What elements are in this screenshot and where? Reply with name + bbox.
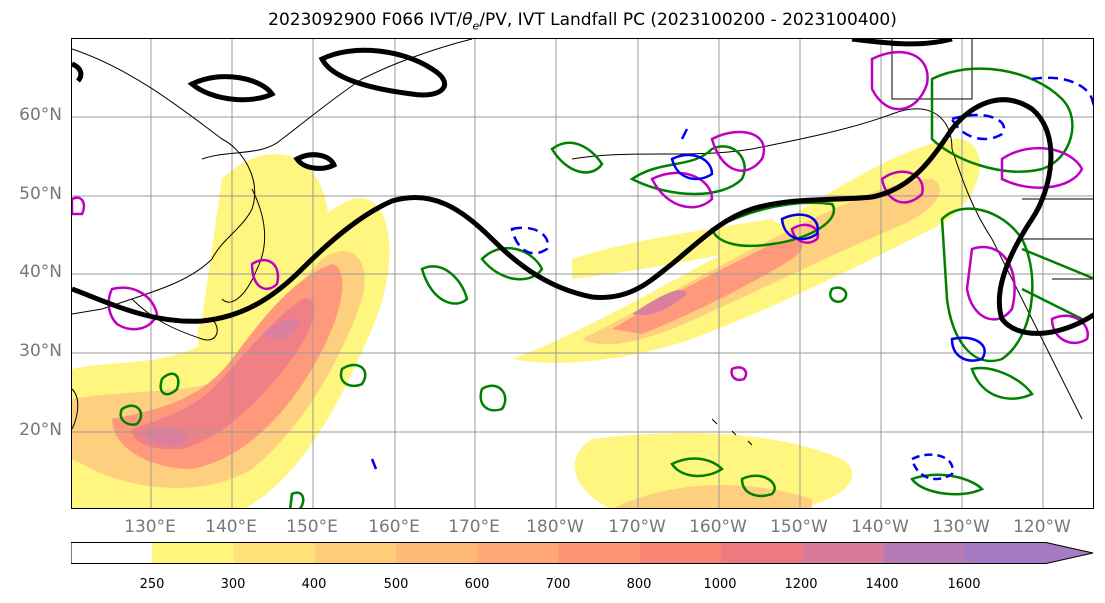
colorbar-segment — [721, 542, 803, 564]
lat-label: 20°N — [19, 420, 62, 440]
lon-label: 130°E — [124, 517, 176, 537]
colorbar-segment — [152, 542, 234, 564]
ivt-shading — [72, 138, 980, 508]
colorbar-tick-label: 400 — [301, 577, 327, 592]
colorbar-segment — [802, 542, 884, 564]
colorbar-segment — [639, 542, 722, 564]
colorbar-segment — [314, 542, 397, 564]
colorbar-segment — [558, 542, 641, 564]
colorbar-segment — [477, 542, 559, 564]
theta-e-blue-contours — [370, 76, 1093, 481]
jet-contour — [72, 39, 1093, 336]
colorbar-tick-label: 600 — [464, 577, 490, 592]
lon-label: 140°W — [851, 517, 909, 537]
lon-label: 170°W — [608, 517, 666, 537]
colorbar-segment — [964, 542, 1093, 564]
map-title: 2023092900 F066 IVT/θe/PV, IVT Landfall … — [268, 10, 897, 33]
lon-label: 150°W — [770, 517, 828, 537]
colorbar-tick-label: 1400 — [865, 577, 899, 592]
map-canvas — [72, 39, 1093, 508]
graticule — [72, 39, 1093, 508]
colorbar-segments — [71, 542, 1093, 564]
lon-label: 150°E — [286, 517, 338, 537]
lat-label: 50°N — [19, 184, 62, 204]
lon-label: 140°E — [205, 517, 257, 537]
colorbar-tick-label: 1000 — [703, 577, 737, 592]
lat-label: 60°N — [19, 105, 62, 125]
lon-label: 120°W — [1013, 517, 1071, 537]
map-panel — [71, 38, 1094, 509]
lon-label: 160°W — [689, 517, 747, 537]
lon-label: 170°E — [448, 517, 500, 537]
colorbar-tick-label: 300 — [220, 577, 246, 592]
colorbar-tick-label: 1600 — [947, 577, 981, 592]
colorbar-tick-label: 800 — [626, 577, 652, 592]
colorbar-tick-label: 500 — [383, 577, 409, 592]
lon-label: 130°W — [932, 517, 990, 537]
colorbar-tick-label: 1200 — [784, 577, 818, 592]
pv-contours — [119, 67, 1093, 508]
colorbar-segment — [71, 542, 153, 564]
colorbar-segment — [883, 542, 966, 564]
colorbar-segment — [233, 542, 316, 564]
colorbar — [71, 542, 1094, 564]
lon-label: 160°E — [368, 517, 420, 537]
theta-e-magenta-contours — [72, 50, 1089, 382]
lat-label: 40°N — [19, 262, 62, 282]
lon-label: 180°W — [526, 517, 584, 537]
lat-label: 30°N — [19, 341, 62, 361]
colorbar-segment — [396, 542, 478, 564]
colorbar-tick-label: 250 — [139, 577, 165, 592]
colorbar-tick-label: 700 — [545, 577, 571, 592]
